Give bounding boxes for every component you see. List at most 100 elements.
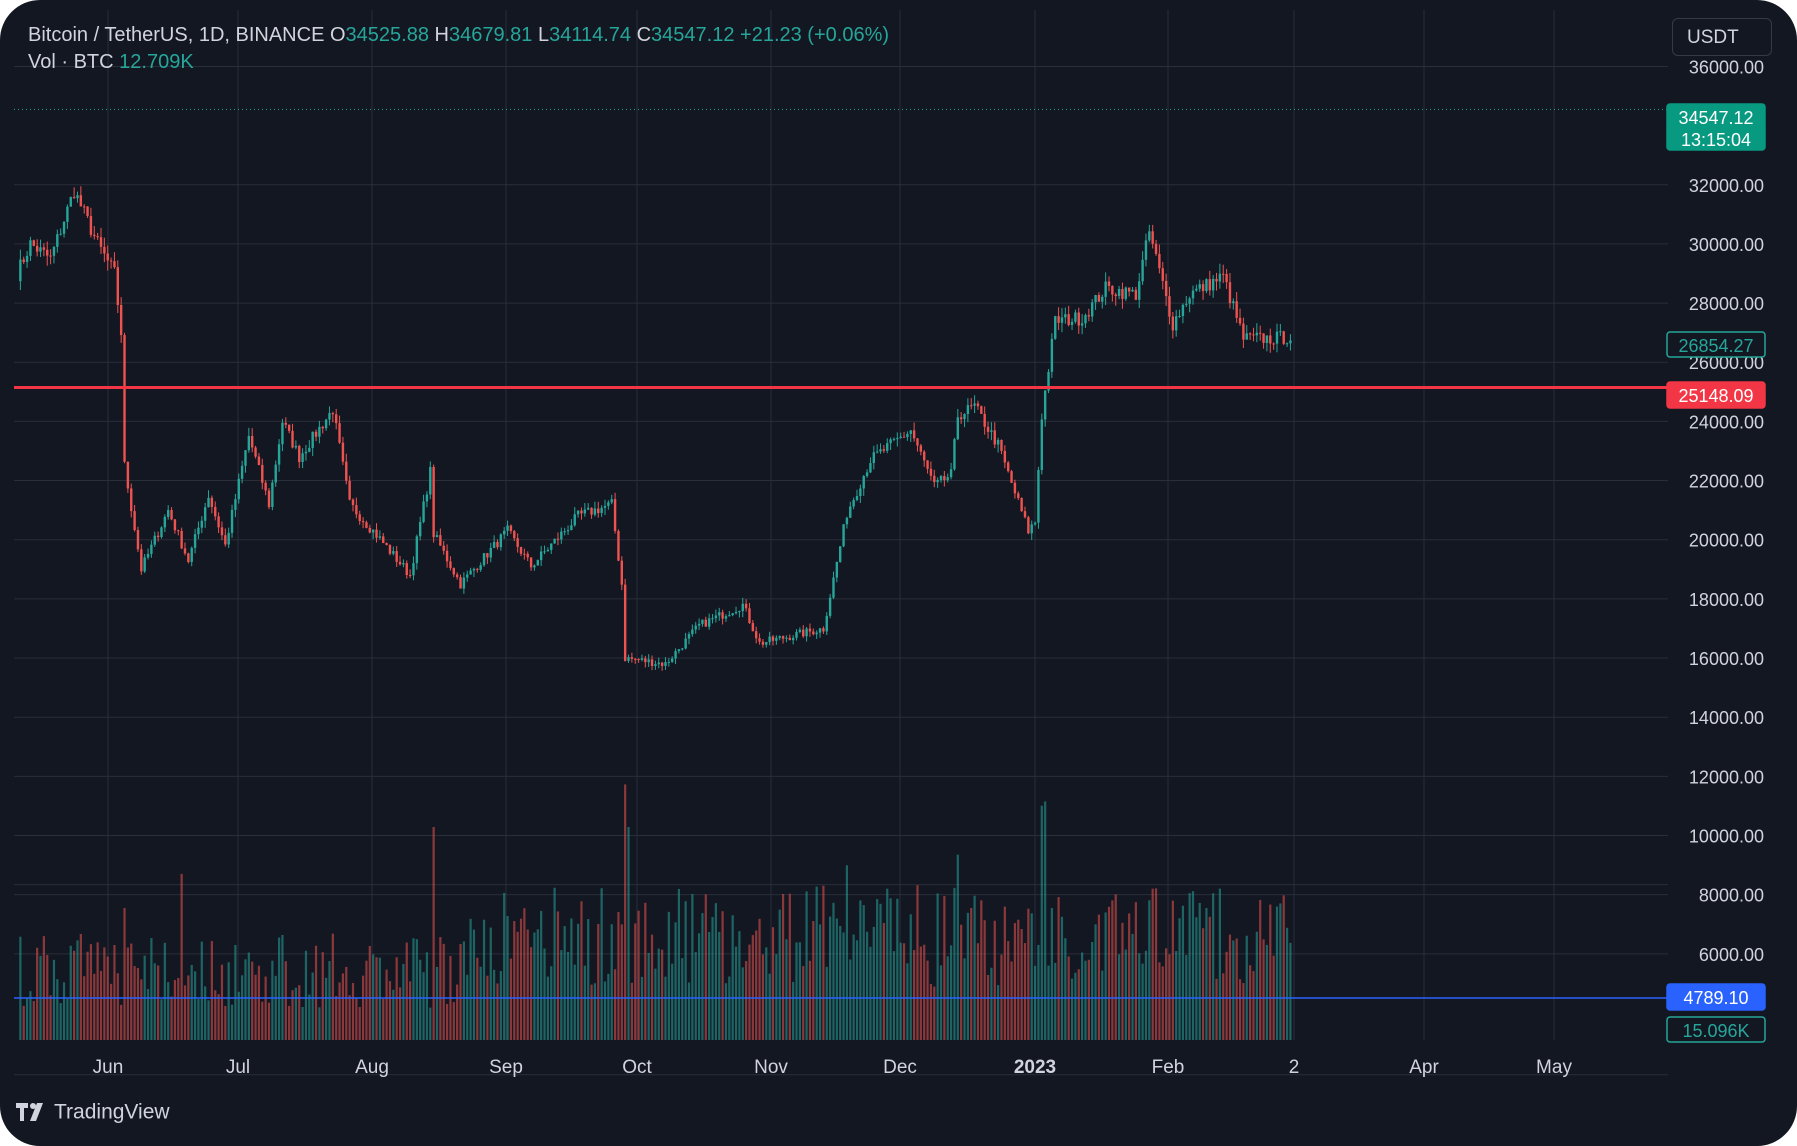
candle-body <box>597 508 600 514</box>
candle-body <box>1138 281 1141 300</box>
candle-body <box>1027 517 1030 534</box>
candle-body <box>72 197 76 199</box>
volume-bar <box>1195 917 1198 1040</box>
volume-bar <box>445 1003 449 1040</box>
candle-body <box>62 221 66 234</box>
candle-body <box>1164 280 1168 297</box>
volume-bar <box>496 983 499 1040</box>
candle-body <box>526 553 529 558</box>
volume-bar <box>852 934 855 1040</box>
volume-bar <box>241 975 244 1040</box>
candle-body <box>728 615 731 617</box>
volume-bar <box>476 957 479 1040</box>
candle-body <box>392 551 395 554</box>
volume-bar <box>388 981 392 1040</box>
candle-body <box>825 615 828 632</box>
volume-bar <box>610 924 613 1040</box>
candle-body <box>79 195 83 207</box>
candle-body <box>681 648 684 650</box>
volume-bar <box>960 924 963 1040</box>
volume-bar <box>301 1006 304 1040</box>
candle-body <box>550 543 553 550</box>
symbol-title[interactable]: Bitcoin / TetherUS, 1D, BINANCE <box>28 24 325 46</box>
volume-bar <box>1037 944 1040 1040</box>
volume-bar <box>550 966 553 1040</box>
candle-body <box>435 535 439 538</box>
volume-bar <box>792 981 795 1040</box>
volume-bar <box>99 970 103 1040</box>
candle-body <box>321 426 324 429</box>
candle-body <box>1134 289 1138 300</box>
volume-bar <box>69 945 72 1040</box>
volume-label[interactable]: Vol · BTC <box>28 51 114 73</box>
volume-bar <box>1158 962 1161 1040</box>
candle-body <box>415 536 419 564</box>
candle-body <box>976 403 980 407</box>
candle-body <box>425 494 429 502</box>
candle-body <box>697 623 701 626</box>
candle-body <box>1171 316 1175 331</box>
volume-bar <box>177 977 180 1040</box>
candle-body <box>795 631 798 638</box>
currency-button[interactable]: USDT <box>1672 18 1772 56</box>
candle-body <box>748 608 751 624</box>
low-value: 34114.74 <box>549 24 632 46</box>
tradingview-logo[interactable]: TradingView <box>16 1100 170 1124</box>
y-tick-label: 6000.00 <box>1699 945 1764 965</box>
volume-bar <box>933 986 936 1040</box>
volume-bar <box>197 999 200 1040</box>
candle-body <box>1201 284 1205 292</box>
volume-bar <box>1007 941 1010 1040</box>
candle-body <box>1091 302 1094 317</box>
volume-bar <box>93 973 96 1040</box>
candle-body <box>644 658 647 663</box>
volume-level-tag-box <box>1666 983 1766 1011</box>
volume-bar <box>556 911 560 1040</box>
volume-bar <box>620 924 623 1040</box>
candle-body <box>1248 333 1252 335</box>
candle-body <box>859 488 862 497</box>
volume-bar <box>267 1002 271 1040</box>
candle-body <box>718 612 721 616</box>
volume-bar <box>1131 933 1134 1040</box>
volume-bar <box>1111 900 1114 1040</box>
candle-body <box>308 447 311 452</box>
candle-body <box>348 480 351 500</box>
candle-body <box>361 521 365 523</box>
volume-bar <box>469 918 472 1040</box>
volume-bar <box>899 942 902 1040</box>
candle-body <box>469 570 472 575</box>
candle-body <box>996 439 1000 445</box>
volume-bar <box>627 827 630 1040</box>
candle-body <box>889 439 892 444</box>
candle-body <box>963 413 966 420</box>
y-tick-label: 24000.00 <box>1689 412 1764 432</box>
volume-bar <box>304 950 308 1040</box>
y-tick-label: 20000.00 <box>1689 531 1764 551</box>
volume-bar <box>200 941 203 1040</box>
volume-bar <box>822 885 825 1040</box>
volume-bar <box>277 937 281 1040</box>
candle-body <box>1158 253 1161 269</box>
candle-body <box>939 476 943 481</box>
volume-bar <box>1275 906 1279 1040</box>
last-price-tag-text: 13:15:04 <box>1681 130 1751 150</box>
candle-body <box>422 501 425 522</box>
candle-body <box>818 628 822 633</box>
candle-body <box>150 544 153 554</box>
candle-body <box>358 514 361 522</box>
volume-bar <box>224 1005 227 1040</box>
y-tick-label: 30000.00 <box>1689 235 1764 255</box>
volume-bar <box>1181 905 1185 1040</box>
candle-body <box>59 233 62 235</box>
candle-body <box>116 267 119 305</box>
time-axis: Jun Jul Aug Sep Oct Nov Dec 2023 Feb 2 Apr May <box>93 1057 1573 1078</box>
volume-bar <box>526 929 529 1040</box>
candle-body <box>314 431 318 437</box>
candle-body <box>267 490 271 508</box>
volume-bar <box>540 910 543 1040</box>
candle-body <box>1111 285 1114 295</box>
candle-body <box>398 561 402 565</box>
